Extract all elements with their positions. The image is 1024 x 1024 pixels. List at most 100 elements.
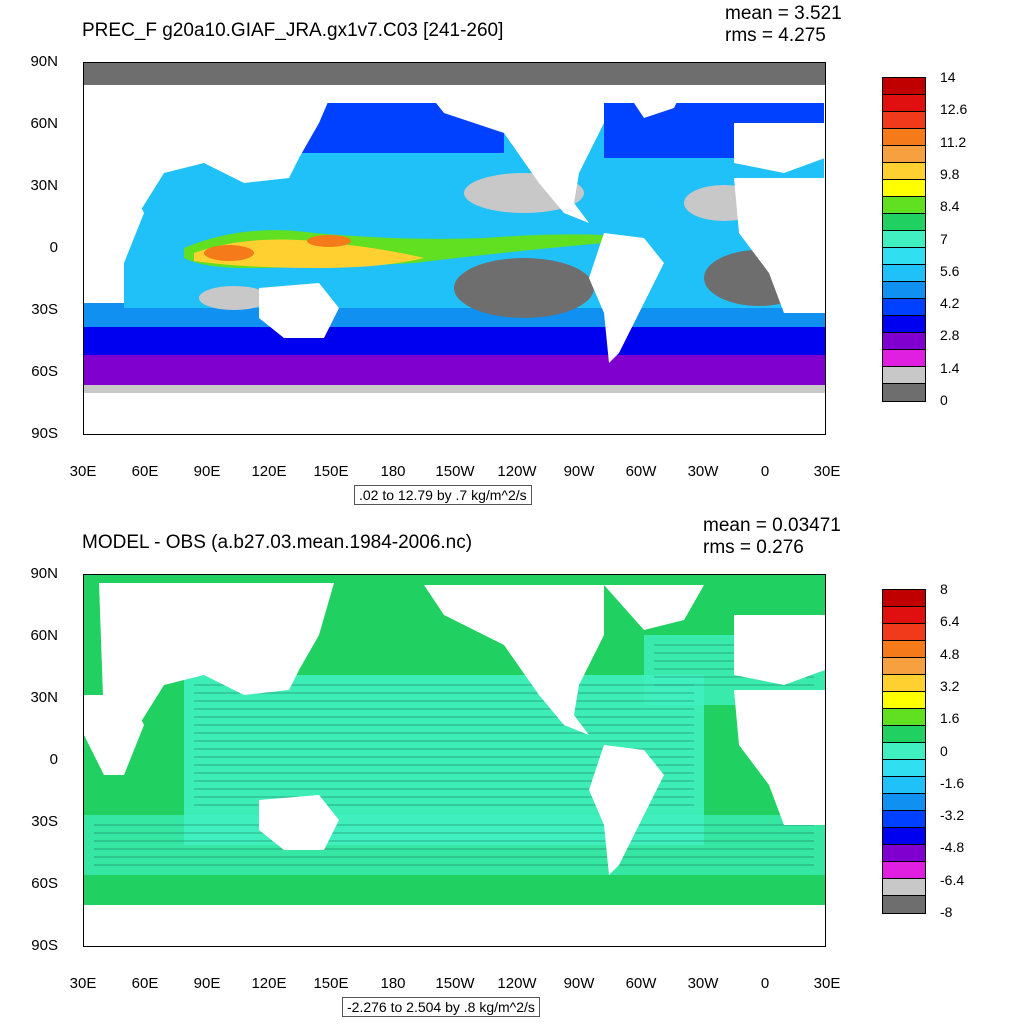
- precip-map: [84, 63, 825, 434]
- colorbar-swatch: [883, 333, 925, 350]
- ytick-0: 0: [49, 239, 58, 256]
- greenland-land: [604, 585, 704, 630]
- colorbar-swatch: [883, 129, 925, 146]
- colorbar: [882, 77, 926, 402]
- xtick: 90E: [193, 975, 221, 992]
- colorbar-label: 7: [940, 230, 948, 247]
- samerica-land: [589, 745, 664, 875]
- africa-east-land: [84, 695, 144, 775]
- colorbar-label: 4.8: [940, 645, 960, 662]
- ytick-0: 0: [49, 751, 58, 768]
- colorbar-swatch: [883, 231, 925, 248]
- xtick: 60E: [131, 975, 159, 992]
- colorbar-swatch: [883, 163, 925, 180]
- europe-land: [734, 123, 825, 173]
- colorbar-label: 11.2: [940, 133, 967, 150]
- asia-land: [99, 583, 334, 725]
- xtick: 90E: [193, 463, 221, 480]
- colorbar-label: -8: [940, 904, 953, 920]
- xtick: 150W: [435, 463, 475, 480]
- colorbar-label: 4.2: [940, 295, 960, 312]
- colorbar: [882, 589, 926, 914]
- colorbar-label: 8.4: [940, 198, 960, 215]
- precip-panel: PREC_F g20a10.GIAF_JRA.gx1v7.C03 [241-26…: [30, 3, 967, 505]
- europe-land: [734, 615, 825, 685]
- range-note: .02 to 12.79 by .7 kg/m^2/s: [354, 485, 532, 505]
- colorbar-swatch: [883, 641, 925, 658]
- colorbar-label: 1.6: [940, 710, 960, 727]
- neg-area-southern: [84, 815, 825, 875]
- ytick-60n: 60N: [30, 627, 58, 644]
- diff-panel: MODEL - OBS (a.b27.03.mean.1984-2006.nc)…: [0, 512, 1024, 1024]
- colorbar-swatch: [883, 248, 925, 265]
- namerica-land: [424, 88, 604, 223]
- colorbar-swatch: [883, 624, 925, 641]
- xtick: 30W: [687, 975, 719, 992]
- colorbar-swatch: [883, 896, 925, 913]
- colorbar-label: 2.8: [940, 327, 960, 344]
- panel-title: MODEL - OBS (a.b27.03.mean.1984-2006.nc): [82, 532, 473, 553]
- colorbar-swatch: [883, 862, 925, 879]
- ytick-60s: 60S: [31, 875, 58, 892]
- colorbar-swatch: [883, 78, 925, 95]
- colorbar-swatch: [883, 112, 925, 129]
- ytick-90n: 90N: [30, 565, 58, 582]
- antarctic-lightgray-band: [84, 383, 825, 393]
- xtick: 60W: [625, 463, 657, 480]
- xtick: 60E: [131, 463, 159, 480]
- colorbar-swatch: [883, 658, 925, 675]
- greenland-land: [624, 88, 684, 118]
- colorbar-swatch: [883, 384, 925, 401]
- diff-map: [84, 575, 825, 946]
- mean-stat: mean = 3.521: [725, 3, 842, 24]
- colorbar-swatch: [883, 367, 925, 384]
- colorbar-label: -1.6: [940, 774, 965, 791]
- mean-stat: mean = 0.03471: [703, 515, 841, 536]
- colorbar-swatch: [883, 675, 925, 692]
- colorbar-label: 1.4: [940, 359, 960, 376]
- colorbar-swatch: [883, 777, 925, 794]
- colorbar-swatch: [883, 350, 925, 367]
- sio-dry: [199, 286, 269, 310]
- colorbar-swatch: [883, 743, 925, 760]
- namerica-land: [424, 585, 604, 735]
- colorbar-label: 9.8: [940, 165, 960, 182]
- xtick: 30E: [69, 975, 97, 992]
- colorbar-label: -3.2: [940, 807, 965, 824]
- xtick: 30W: [687, 463, 719, 480]
- xtick: 0: [760, 463, 770, 480]
- colorbar-swatch: [883, 760, 925, 777]
- map-plot: [83, 574, 826, 947]
- colorbar-label: 0: [940, 392, 948, 408]
- colorbar-swatch: [883, 709, 925, 726]
- africa-west-land: [734, 690, 825, 825]
- colorbar-label: 6.4: [940, 613, 960, 630]
- australia-land: [259, 283, 339, 338]
- xtick: 90W: [563, 975, 595, 992]
- ytick-60s: 60S: [31, 363, 58, 380]
- ytick-90s: 90S: [31, 937, 58, 954]
- colorbar-swatch: [883, 146, 925, 163]
- xtick: 30E: [813, 975, 841, 992]
- xtick: 120W: [497, 975, 537, 992]
- colorbar-swatch: [883, 95, 925, 112]
- antarctica-land: [84, 905, 825, 946]
- colorbar-label: -6.4: [940, 871, 965, 888]
- ytick-90n: 90N: [30, 53, 58, 70]
- arctic-gray-band: [84, 63, 825, 85]
- colorbar-swatch: [883, 214, 925, 231]
- spac-dry: [454, 258, 594, 318]
- wp-orange: [307, 235, 351, 247]
- australia-land: [259, 795, 339, 850]
- ytick-90s: 90S: [31, 425, 58, 442]
- so-blue: [84, 325, 825, 355]
- colorbar-swatch: [883, 265, 925, 282]
- xtick: 60W: [625, 975, 657, 992]
- colorbar-label: 3.2: [940, 677, 960, 694]
- xtick: 120E: [251, 463, 287, 480]
- colorbar-swatch: [883, 811, 925, 828]
- colorbar-label: 14: [940, 69, 956, 85]
- xtick: 120W: [497, 463, 537, 480]
- colorbar-swatch: [883, 197, 925, 214]
- colorbar-swatch: [883, 845, 925, 862]
